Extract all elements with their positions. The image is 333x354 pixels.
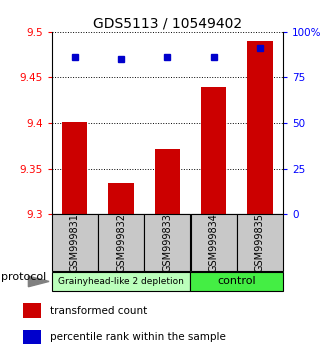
Bar xyxy=(190,272,283,291)
Bar xyxy=(237,214,283,271)
Bar xyxy=(23,330,41,344)
Text: protocol: protocol xyxy=(1,272,46,282)
Bar xyxy=(62,122,88,214)
Polygon shape xyxy=(28,276,49,287)
Bar xyxy=(52,214,98,271)
Text: GSM999833: GSM999833 xyxy=(162,213,172,272)
Text: GSM999835: GSM999835 xyxy=(255,213,265,272)
Bar xyxy=(190,214,237,271)
Text: percentile rank within the sample: percentile rank within the sample xyxy=(50,332,225,342)
Text: transformed count: transformed count xyxy=(50,306,147,316)
Bar xyxy=(155,149,180,214)
Title: GDS5113 / 10549402: GDS5113 / 10549402 xyxy=(93,17,242,31)
Bar xyxy=(144,214,190,271)
Bar xyxy=(52,272,190,291)
Bar xyxy=(108,183,134,214)
Bar xyxy=(247,41,273,214)
Text: control: control xyxy=(217,276,256,286)
Text: Grainyhead-like 2 depletion: Grainyhead-like 2 depletion xyxy=(58,277,184,286)
Text: GSM999831: GSM999831 xyxy=(70,213,80,272)
Text: GSM999834: GSM999834 xyxy=(208,213,219,272)
Text: GSM999832: GSM999832 xyxy=(116,213,126,272)
Bar xyxy=(201,87,226,214)
Bar xyxy=(23,303,41,318)
Bar xyxy=(98,214,144,271)
